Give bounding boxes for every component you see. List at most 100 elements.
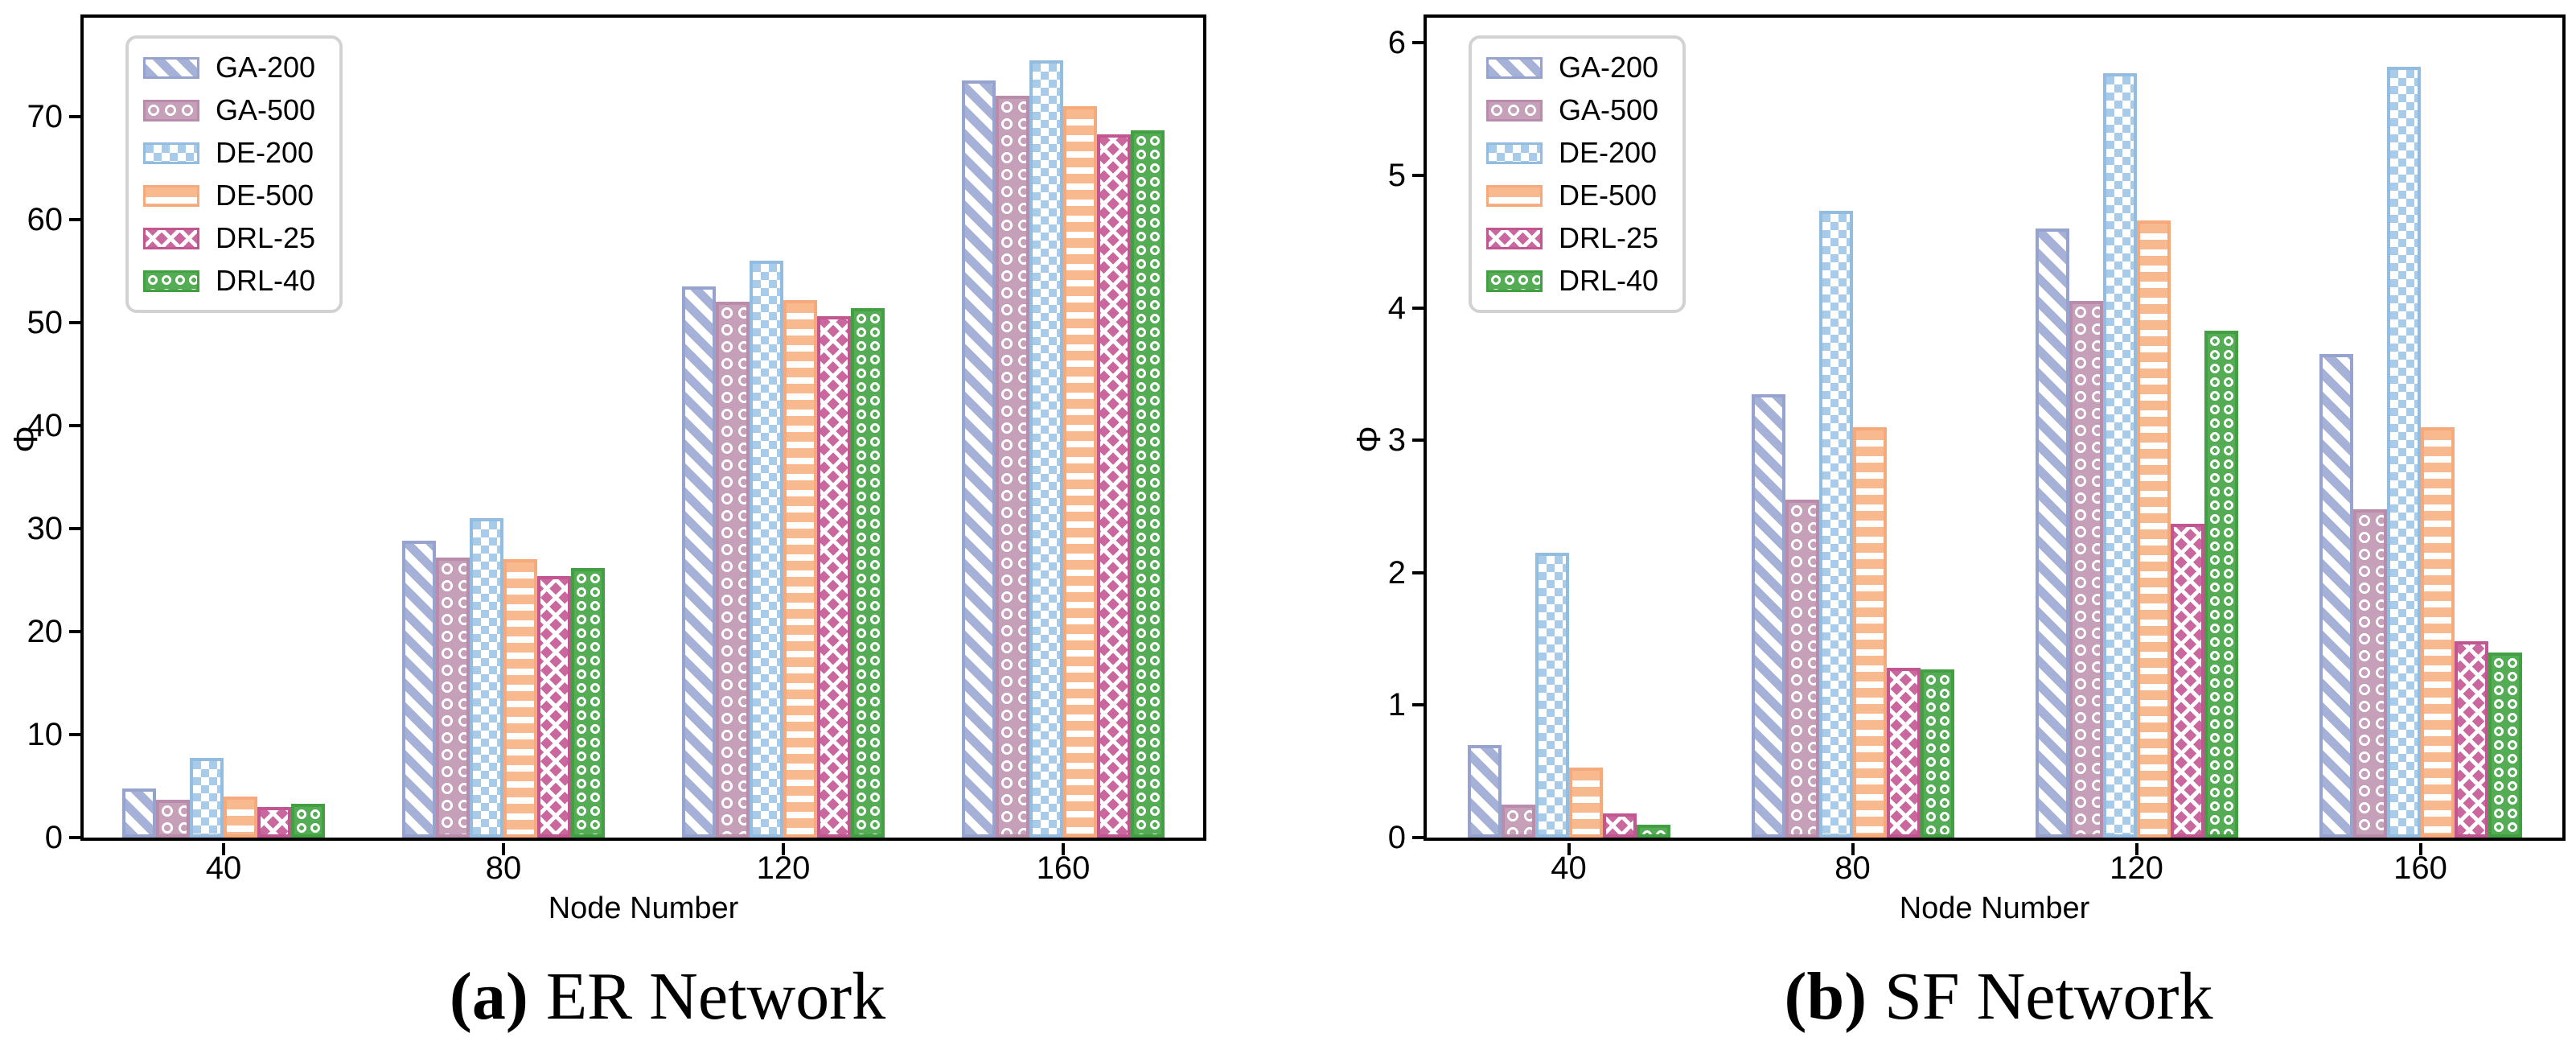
x-tick-label: 160 [2393, 850, 2447, 886]
bar-GA-500-120 [2069, 301, 2103, 838]
bar-DRL-40-40 [1636, 824, 1670, 838]
legend-item-DRL-40: DRL-40 [143, 265, 315, 297]
x-tick-mark [1851, 843, 1855, 855]
legend-label-DRL-25: DRL-25 [1559, 221, 1659, 254]
legend-label-GA-200: GA-200 [1559, 51, 1659, 84]
legend-label-GA-200: GA-200 [216, 51, 316, 84]
legend-swatch-DRL-25 [143, 227, 199, 249]
bar-GA-500-120 [716, 302, 750, 838]
bar-GA-500-160 [996, 96, 1029, 838]
y-tick-label: 6 [1387, 25, 1406, 61]
bar-GA-200-80 [1751, 393, 1785, 838]
y-tick-label: 10 [27, 716, 64, 752]
x-tick-label: 160 [1036, 850, 1091, 886]
y-tick-label: 5 [1387, 157, 1406, 193]
bar-DRL-40-80 [571, 567, 605, 838]
bar-DRL-25-120 [2170, 523, 2204, 838]
bar-GA-500-80 [436, 557, 470, 838]
bar-DE-500-40 [1568, 767, 1603, 838]
legend-item-GA-500: GA-500 [143, 94, 315, 126]
y-tick-label: 20 [27, 613, 64, 649]
legend-label-DE-200: DE-200 [1559, 136, 1658, 169]
y-tick-label: 70 [27, 98, 64, 134]
legend-swatch-GA-200 [1486, 56, 1543, 79]
bar-DRL-25-40 [257, 806, 291, 838]
legend-item-DE-200: DE-200 [1486, 137, 1658, 169]
y-tick-mark [69, 629, 81, 633]
bar-DE-500-120 [2136, 220, 2171, 838]
legend-swatch-GA-200 [143, 56, 199, 79]
legend-label-DE-200: DE-200 [216, 136, 314, 169]
bar-DRL-40-80 [1920, 669, 1954, 838]
bar-DRL-25-160 [2454, 641, 2488, 838]
x-tick-label: 80 [485, 850, 522, 886]
y-tick-label: 30 [27, 510, 64, 546]
y-tick-mark [69, 320, 81, 324]
legend-item-GA-200: GA-200 [143, 51, 315, 84]
legend-swatch-DRL-40 [143, 270, 199, 292]
bar-GA-200-160 [962, 80, 996, 838]
x-tick-label: 80 [1834, 850, 1871, 886]
y-tick-mark [69, 217, 81, 221]
bar-DE-200-120 [750, 261, 783, 838]
y-tick-label: 3 [1387, 422, 1406, 459]
caption-er-index: (a) [449, 959, 528, 1034]
bar-DRL-25-40 [1602, 813, 1637, 838]
bar-DE-200-80 [470, 518, 503, 838]
legend-label-GA-500: GA-500 [1559, 93, 1659, 126]
x-tick-mark [2418, 843, 2422, 855]
plot-area-er-network: 0 10 20 30 40 50 60 70 40 80 120 160 GA-200 GA-500 DE-… [27, 14, 1206, 886]
bar-DE-200-160 [2386, 66, 2421, 838]
x-tick-mark [1062, 843, 1065, 855]
bar-GA-500-160 [2352, 508, 2387, 838]
legend-box: GA-200 GA-500 DE-200 DE-500 DRL-25 DRL-40 [125, 35, 343, 313]
bar-DE-500-160 [2420, 426, 2455, 838]
bar-DE-500-120 [783, 299, 817, 838]
y-tick-mark [1412, 703, 1424, 707]
bar-DRL-40-40 [291, 803, 325, 838]
bar-DRL-40-120 [2204, 330, 2238, 838]
legend-box: GA-200 GA-500 DE-200 DE-500 DRL-25 DRL-40 [1469, 35, 1687, 313]
y-tick-mark [69, 114, 81, 118]
y-tick-label: 60 [27, 201, 64, 237]
bar-GA-200-40 [122, 788, 156, 838]
legend-label-DRL-25: DRL-25 [216, 221, 316, 254]
x-axis-label-sf: Node Number [1899, 891, 2090, 925]
bar-GA-200-120 [2035, 228, 2069, 838]
bar-DE-200-40 [1535, 553, 1569, 838]
legend-item-GA-200: GA-200 [1486, 51, 1658, 84]
legend-label-DRL-40: DRL-40 [1559, 264, 1659, 297]
y-tick-mark [1412, 438, 1424, 443]
bar-GA-200-120 [682, 286, 716, 838]
y-tick-label: 4 [1387, 290, 1406, 326]
plot-area-sf-network: 0 1 2 3 4 5 6 40 80 120 160 GA-200 GA-500 DE-200 DE-50… [1388, 14, 2566, 886]
legend-item-DRL-25: DRL-25 [143, 222, 315, 254]
x-tick-mark [502, 843, 505, 855]
y-tick-mark [69, 732, 81, 736]
legend-swatch-GA-500 [143, 99, 199, 121]
bar-DE-200-160 [1029, 60, 1063, 838]
legend-label-GA-500: GA-500 [216, 93, 316, 126]
bar-GA-200-40 [1467, 744, 1502, 838]
bar-GA-200-160 [2319, 354, 2353, 838]
x-tick-label: 40 [205, 850, 242, 886]
legend-item-DRL-25: DRL-25 [1486, 222, 1658, 254]
caption-sf-text: SF Network [1884, 959, 2213, 1034]
legend-label-DE-500: DE-500 [216, 179, 314, 212]
y-tick-mark [69, 526, 81, 530]
legend-swatch-DE-200 [143, 142, 199, 164]
legend-label-DE-500: DE-500 [1559, 179, 1658, 212]
x-tick-mark [782, 843, 785, 855]
x-tick-mark [222, 843, 225, 855]
legend-swatch-DE-200 [1486, 142, 1543, 164]
legend-item-DE-200: DE-200 [143, 137, 315, 169]
bar-DE-200-40 [190, 758, 224, 838]
bar-DRL-25-120 [817, 316, 851, 838]
bar-GA-500-40 [156, 799, 190, 838]
x-tick-label: 40 [1551, 850, 1587, 886]
y-tick-label: 0 [1387, 820, 1406, 855]
bar-DRL-25-160 [1097, 134, 1131, 838]
y-axis-label-sf: Φ [1350, 426, 1387, 453]
bar-GA-500-80 [1785, 500, 1819, 838]
